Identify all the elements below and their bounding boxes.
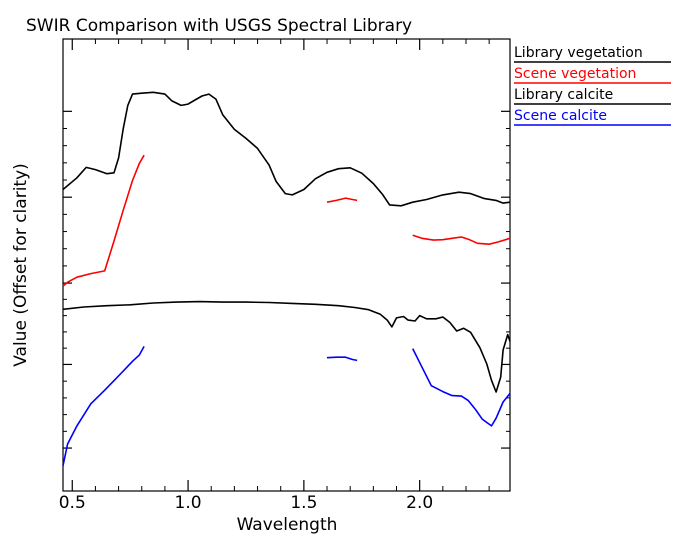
scene-calcite-line: [326, 356, 358, 362]
chart-title: SWIR Comparison with USGS Spectral Libra…: [26, 16, 412, 36]
series-group: [62, 91, 511, 466]
library-calcite-line: [62, 300, 511, 393]
legend-label-scene-vegetation: Scene vegetation: [514, 66, 636, 82]
x-tick-label: 2.0: [406, 493, 433, 513]
legend: Library vegetation Scene vegetation Librar…: [514, 45, 671, 126]
scene-calcite-line: [411, 348, 511, 427]
scene-vegetation-line: [62, 154, 145, 287]
library-vegetation-line: [62, 91, 511, 207]
x-tick-label: 1.5: [290, 493, 317, 513]
x-tick-label: 0.5: [59, 493, 86, 513]
plot-frame: [62, 38, 511, 492]
x-tick-label: 1.0: [175, 493, 202, 513]
y-axis-label: Value (Offset for clarity): [11, 163, 31, 367]
scene-vegetation-line: [326, 197, 358, 203]
x-axis-label: Wavelength: [237, 515, 338, 535]
scene-calcite-line: [62, 346, 145, 466]
legend-label-library-calcite: Library calcite: [514, 87, 613, 103]
legend-label-scene-calcite: Scene calcite: [514, 108, 607, 124]
legend-label-library-vegetation: Library vegetation: [514, 45, 643, 61]
axis-ticks: 0.5 1.0 1.5 2.0: [59, 39, 510, 513]
scene-vegetation-line: [412, 234, 511, 245]
